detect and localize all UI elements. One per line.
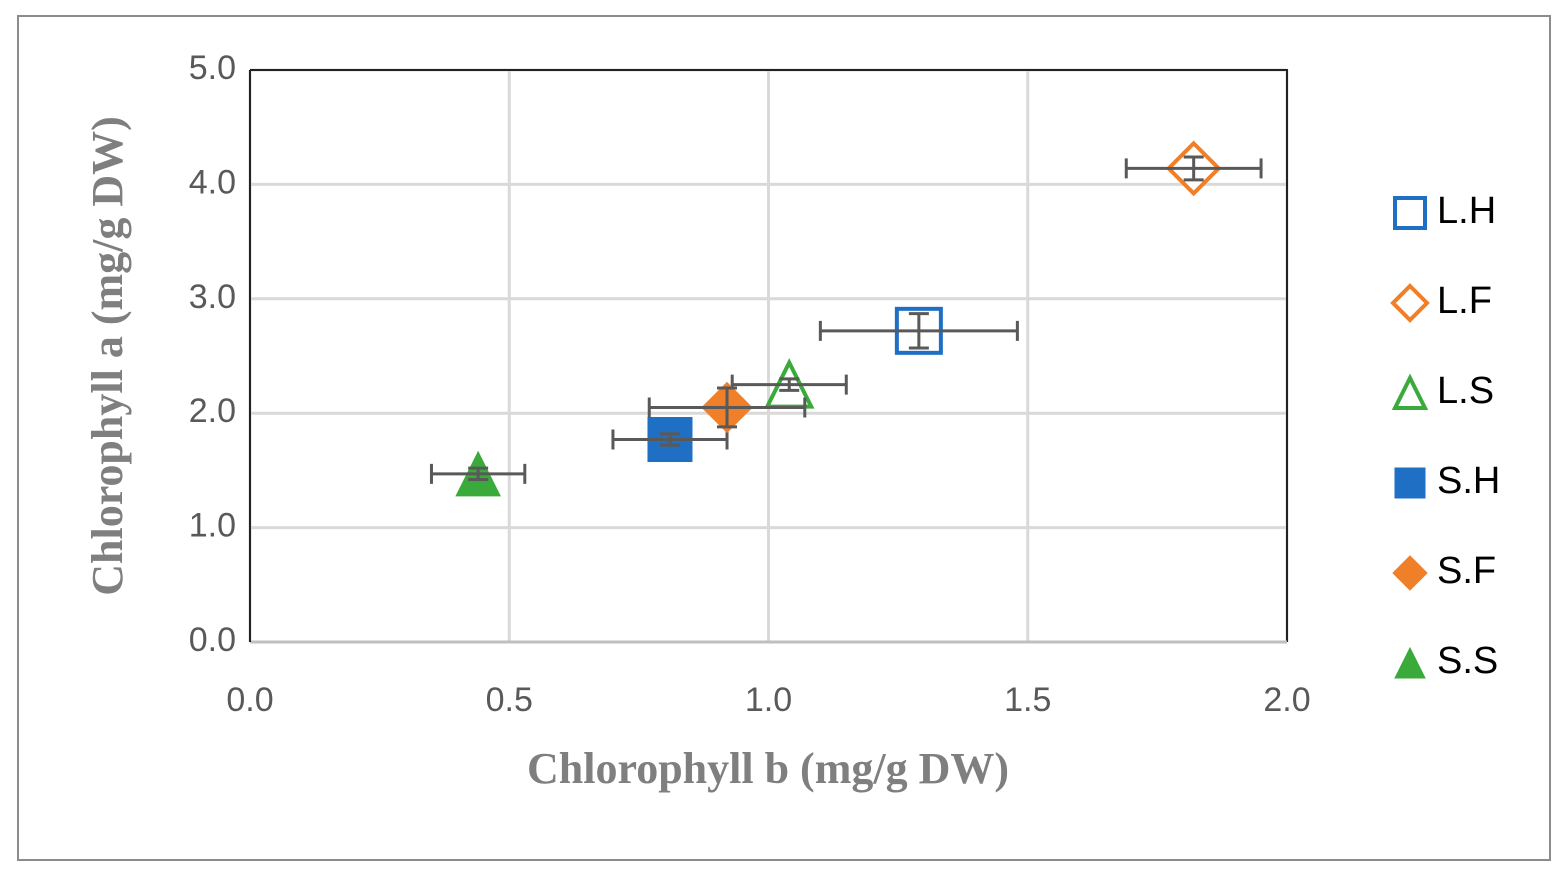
y-tick-label: 2.0 [189,392,236,430]
chart-border [17,15,1551,861]
legend-marker [1394,467,1426,499]
y-error-bar [779,377,800,392]
y-tick-label: 1.0 [189,507,236,545]
legend-label: L.F [1437,280,1492,322]
legend-marker [1393,196,1427,230]
legend-marker [1390,283,1430,323]
y-tick-label: 4.0 [189,163,236,201]
y-error-bar [468,466,489,482]
y-tick-label: 5.0 [189,49,236,87]
y-error-bar [717,386,738,429]
x-tick-label: 2.0 [1263,681,1310,719]
x-tick-label: 1.5 [1004,681,1051,719]
y-error-bar [1183,155,1204,182]
y-axis-title: Chlorophyll a (mg/g DW) [83,116,132,596]
plot-frame [250,69,1288,642]
legend-label: L.H [1437,190,1496,232]
x-tick-label: 1.0 [745,681,792,719]
y-tick-label: 3.0 [189,278,236,316]
legend-label: S.F [1437,550,1496,592]
legend-marker [1391,373,1429,410]
y-tick-label: 0.0 [189,621,236,659]
y-error-bar [659,432,680,447]
y-error-bar [908,312,929,350]
x-axis-title: Chlorophyll b (mg/g DW) [527,744,1009,793]
legend-label: S.S [1437,640,1498,682]
legend-label: L.S [1437,370,1494,412]
legend-label: S.H [1437,460,1500,502]
legend-marker [1392,555,1428,591]
x-tick-label: 0.5 [486,681,533,719]
x-tick-label: 0.0 [226,681,273,719]
legend-marker [1394,646,1426,679]
